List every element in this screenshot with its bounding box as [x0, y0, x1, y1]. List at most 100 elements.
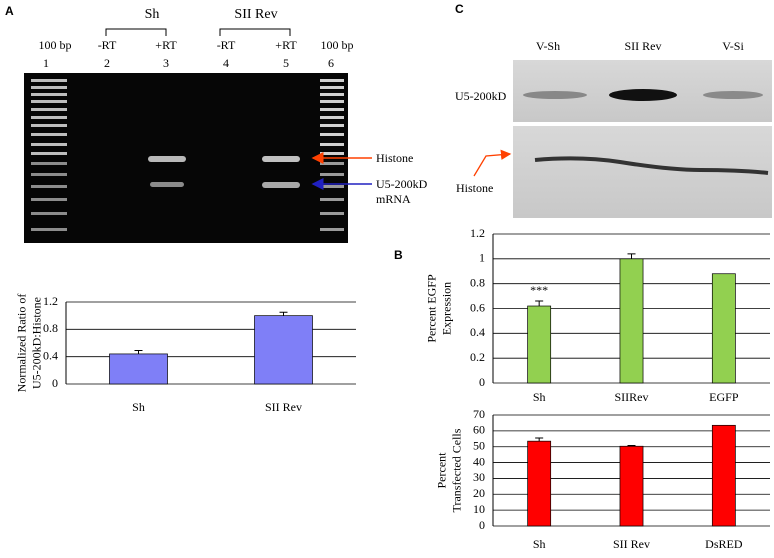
ladder-band: [320, 212, 344, 215]
ladder-band: [31, 152, 67, 155]
ladder-band: [31, 116, 67, 119]
error-bar: [627, 253, 636, 259]
ladder-band: [31, 93, 67, 96]
bar: [711, 424, 736, 527]
x-tick-label: SII Rev: [265, 400, 302, 414]
ladder-band: [320, 198, 344, 201]
ladder-band: [31, 173, 67, 176]
panel-label: C: [455, 2, 464, 16]
blot-band: [703, 91, 763, 99]
bar: [527, 440, 552, 527]
y-tick-label: 1.2: [43, 294, 58, 308]
y-axis-label: Transfected Cells: [449, 428, 463, 512]
y-tick-label: 0.8: [43, 321, 58, 335]
x-tick-label: Sh: [132, 400, 145, 414]
group-label: SII Rev: [234, 7, 277, 22]
ladder-band: [320, 133, 344, 136]
ladder-band: [31, 185, 67, 188]
band-label: Histone: [376, 151, 413, 165]
ladder-band: [320, 108, 344, 111]
annotation: ***: [530, 283, 548, 297]
bar: [109, 353, 168, 385]
lane-header: -RT: [98, 38, 117, 52]
ladder-band: [320, 116, 344, 119]
y-tick-label: 50: [473, 438, 485, 452]
bar: [254, 315, 313, 385]
y-tick-label: 0: [52, 376, 58, 390]
ladder-band: [320, 79, 344, 82]
gel-band: [150, 182, 184, 187]
ladder-band: [320, 86, 344, 89]
error-bar: [134, 350, 143, 354]
ladder-band: [320, 143, 344, 146]
y-tick-label: 10: [473, 502, 485, 516]
ladder-band: [31, 228, 67, 231]
error-bar: [627, 444, 636, 447]
y-tick-label: 0: [479, 375, 485, 389]
y-tick-label: 0: [479, 518, 485, 532]
y-tick-label: 40: [473, 454, 485, 468]
y-tick-label: 1.2: [470, 226, 485, 240]
group-label: Sh: [145, 7, 160, 22]
lane-number: 2: [104, 56, 110, 70]
gel-band: [262, 182, 300, 188]
arrow: [473, 149, 512, 177]
ladder-band: [320, 185, 344, 188]
bar: [619, 258, 644, 384]
lane-header: -RT: [217, 38, 236, 52]
y-tick-label: 0.4: [470, 325, 485, 339]
lane-number: 4: [223, 56, 229, 70]
ladder-band: [320, 173, 344, 176]
y-tick-label: 0.2: [470, 350, 485, 364]
ladder-band: [31, 143, 67, 146]
y-tick-label: 20: [473, 486, 485, 500]
x-tick-label: EGFP: [709, 390, 739, 404]
ladder-band: [320, 93, 344, 96]
ladder-band: [320, 100, 344, 103]
ladder-band: [320, 152, 344, 155]
band-label: U5-200kD: [376, 177, 428, 191]
blot-band: [609, 89, 677, 101]
y-axis-label: Percent EGFP: [424, 274, 438, 343]
ladder-band: [31, 212, 67, 215]
y-axis-label: Normalized Ratio of: [14, 294, 28, 393]
y-axis-label: Expression: [439, 282, 453, 335]
lane-number: 1: [43, 56, 49, 70]
lane-header: 100 bp: [321, 38, 354, 52]
y-tick-label: 70: [473, 407, 485, 421]
lane-header: +RT: [155, 38, 177, 52]
ladder-band: [31, 100, 67, 103]
y-tick-label: 0.4: [43, 348, 58, 362]
y-axis-label: U5-200kD:Histone: [29, 297, 43, 389]
error-bar: [279, 311, 288, 316]
bracket: [105, 28, 167, 36]
bar: [711, 273, 736, 384]
ladder-band: [31, 124, 67, 127]
error-bar: [535, 437, 544, 442]
lane-labels: 100 bp -RT +RT -RT +RT 100 bp 1 2 3 4 5 6: [39, 38, 354, 70]
row-label: U5-200kD: [455, 89, 507, 103]
panel-label: B: [394, 248, 403, 262]
ladder-band: [31, 162, 67, 165]
row-label: Histone: [456, 181, 493, 195]
ladder-band: [31, 133, 67, 136]
ladder-band: [320, 228, 344, 231]
y-tick-label: 30: [473, 470, 485, 484]
lane-number: 5: [283, 56, 289, 70]
ladder: [31, 79, 344, 231]
bar: [619, 445, 644, 527]
ladder-band: [31, 198, 67, 201]
y-axis-label: Percent: [434, 452, 448, 489]
gel-band: [148, 156, 186, 162]
y-tick-label: 60: [473, 423, 485, 437]
ladder-band: [320, 162, 344, 165]
y-tick-label: 0.6: [470, 300, 485, 314]
bar: [527, 305, 552, 384]
lane-header: 100 bp: [39, 38, 72, 52]
bracket: [219, 28, 291, 36]
y-tick-label: 1: [479, 251, 485, 265]
lane-label: SII Rev: [625, 39, 662, 53]
ladder-band: [31, 108, 67, 111]
gel-band: [262, 156, 300, 162]
ladder-band: [320, 124, 344, 127]
